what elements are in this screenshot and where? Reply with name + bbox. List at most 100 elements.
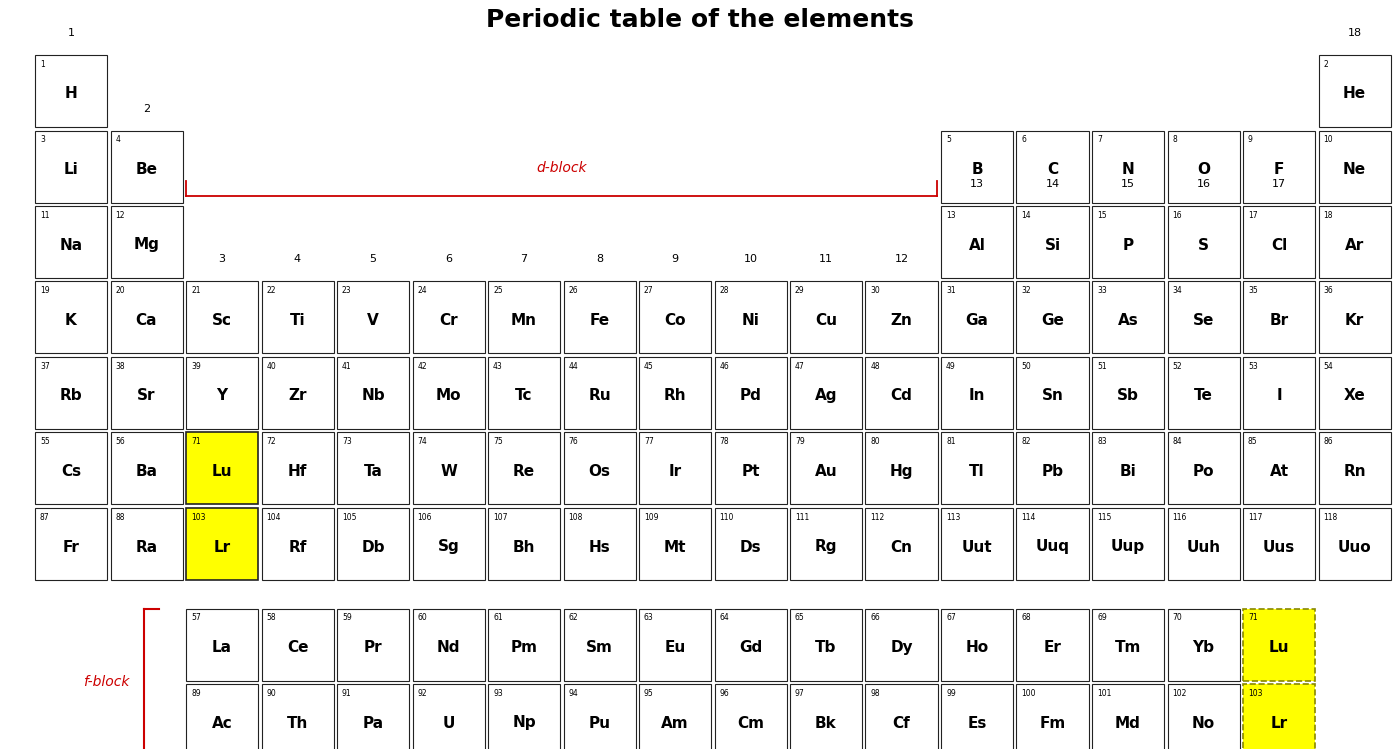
- Text: O: O: [1197, 162, 1210, 177]
- Text: Hs: Hs: [588, 539, 610, 554]
- Bar: [1243, 684, 1315, 749]
- Text: Sr: Sr: [137, 389, 155, 404]
- Text: 39: 39: [190, 362, 200, 371]
- Text: 23: 23: [342, 287, 351, 296]
- Text: 6: 6: [1022, 136, 1026, 145]
- Text: 94: 94: [568, 689, 578, 698]
- Text: Am: Am: [661, 715, 689, 730]
- Bar: [1243, 130, 1315, 202]
- Text: Cl: Cl: [1271, 237, 1287, 252]
- Text: 69: 69: [1098, 613, 1107, 622]
- Text: No: No: [1191, 715, 1215, 730]
- Text: 34: 34: [1173, 287, 1182, 296]
- Text: Ge: Ge: [1042, 313, 1064, 328]
- Bar: [413, 282, 484, 354]
- Text: Dy: Dy: [890, 640, 913, 655]
- Bar: [35, 432, 106, 505]
- Text: Ir: Ir: [668, 464, 682, 479]
- Text: 12: 12: [115, 211, 125, 220]
- Text: 66: 66: [871, 613, 881, 622]
- Text: 75: 75: [493, 437, 503, 446]
- Text: 18: 18: [1323, 211, 1333, 220]
- Text: 12: 12: [895, 255, 909, 264]
- Text: 73: 73: [342, 437, 351, 446]
- Text: Gd: Gd: [739, 640, 762, 655]
- Text: Al: Al: [969, 237, 986, 252]
- Text: Sg: Sg: [438, 539, 459, 554]
- Text: 37: 37: [41, 362, 50, 371]
- Bar: [111, 130, 182, 202]
- Text: 83: 83: [1098, 437, 1106, 446]
- Bar: [111, 432, 182, 505]
- Text: Co: Co: [664, 313, 686, 328]
- Text: 111: 111: [795, 513, 809, 522]
- Text: 57: 57: [190, 613, 200, 622]
- Text: 82: 82: [1022, 437, 1030, 446]
- Text: Cr: Cr: [440, 313, 458, 328]
- Text: 29: 29: [795, 287, 805, 296]
- Bar: [714, 432, 787, 505]
- Text: 15: 15: [1098, 211, 1106, 220]
- Bar: [35, 508, 106, 580]
- Bar: [941, 282, 1014, 354]
- Text: W: W: [440, 464, 456, 479]
- Text: Er: Er: [1043, 640, 1061, 655]
- Text: 25: 25: [493, 287, 503, 296]
- Text: Zr: Zr: [288, 389, 307, 404]
- Bar: [865, 282, 938, 354]
- Text: 78: 78: [720, 437, 729, 446]
- Text: 102: 102: [1173, 689, 1187, 698]
- Bar: [790, 684, 862, 749]
- Text: S: S: [1198, 237, 1210, 252]
- Text: Rn: Rn: [1343, 464, 1366, 479]
- Text: 48: 48: [871, 362, 881, 371]
- Bar: [1243, 282, 1315, 354]
- Bar: [941, 684, 1014, 749]
- Text: 9: 9: [1247, 136, 1253, 145]
- Bar: [337, 684, 409, 749]
- Bar: [1016, 130, 1089, 202]
- Bar: [1319, 282, 1390, 354]
- Text: Lr: Lr: [213, 539, 231, 554]
- Text: Y: Y: [217, 389, 228, 404]
- Text: 2: 2: [143, 103, 150, 114]
- Text: 61: 61: [493, 613, 503, 622]
- Bar: [1168, 432, 1239, 505]
- Bar: [1016, 282, 1089, 354]
- Text: Cd: Cd: [890, 389, 913, 404]
- Text: Mg: Mg: [133, 237, 160, 252]
- Text: Ba: Ba: [136, 464, 157, 479]
- Text: Ru: Ru: [588, 389, 610, 404]
- Bar: [1092, 508, 1163, 580]
- Text: 14: 14: [1022, 211, 1032, 220]
- Bar: [1319, 206, 1390, 278]
- Bar: [790, 508, 862, 580]
- Bar: [489, 684, 560, 749]
- Text: Tb: Tb: [815, 640, 837, 655]
- Bar: [1168, 608, 1239, 681]
- Text: 17: 17: [1247, 211, 1257, 220]
- Bar: [35, 282, 106, 354]
- Text: Si: Si: [1044, 237, 1061, 252]
- Text: Sc: Sc: [211, 313, 232, 328]
- Text: 88: 88: [115, 513, 125, 522]
- Text: 35: 35: [1247, 287, 1257, 296]
- Text: Es: Es: [967, 715, 987, 730]
- Text: Tm: Tm: [1114, 640, 1141, 655]
- Bar: [262, 282, 333, 354]
- Bar: [262, 508, 333, 580]
- Bar: [489, 357, 560, 429]
- Text: 117: 117: [1247, 513, 1263, 522]
- Text: Br: Br: [1270, 313, 1288, 328]
- Text: Lu: Lu: [211, 464, 232, 479]
- Text: 65: 65: [795, 613, 805, 622]
- Text: 19: 19: [41, 287, 49, 296]
- Text: Tc: Tc: [515, 389, 533, 404]
- Text: 64: 64: [720, 613, 729, 622]
- Bar: [714, 282, 787, 354]
- Text: 14: 14: [1046, 179, 1060, 189]
- Text: C: C: [1047, 162, 1058, 177]
- Text: Cu: Cu: [815, 313, 837, 328]
- Bar: [1319, 357, 1390, 429]
- Text: In: In: [969, 389, 986, 404]
